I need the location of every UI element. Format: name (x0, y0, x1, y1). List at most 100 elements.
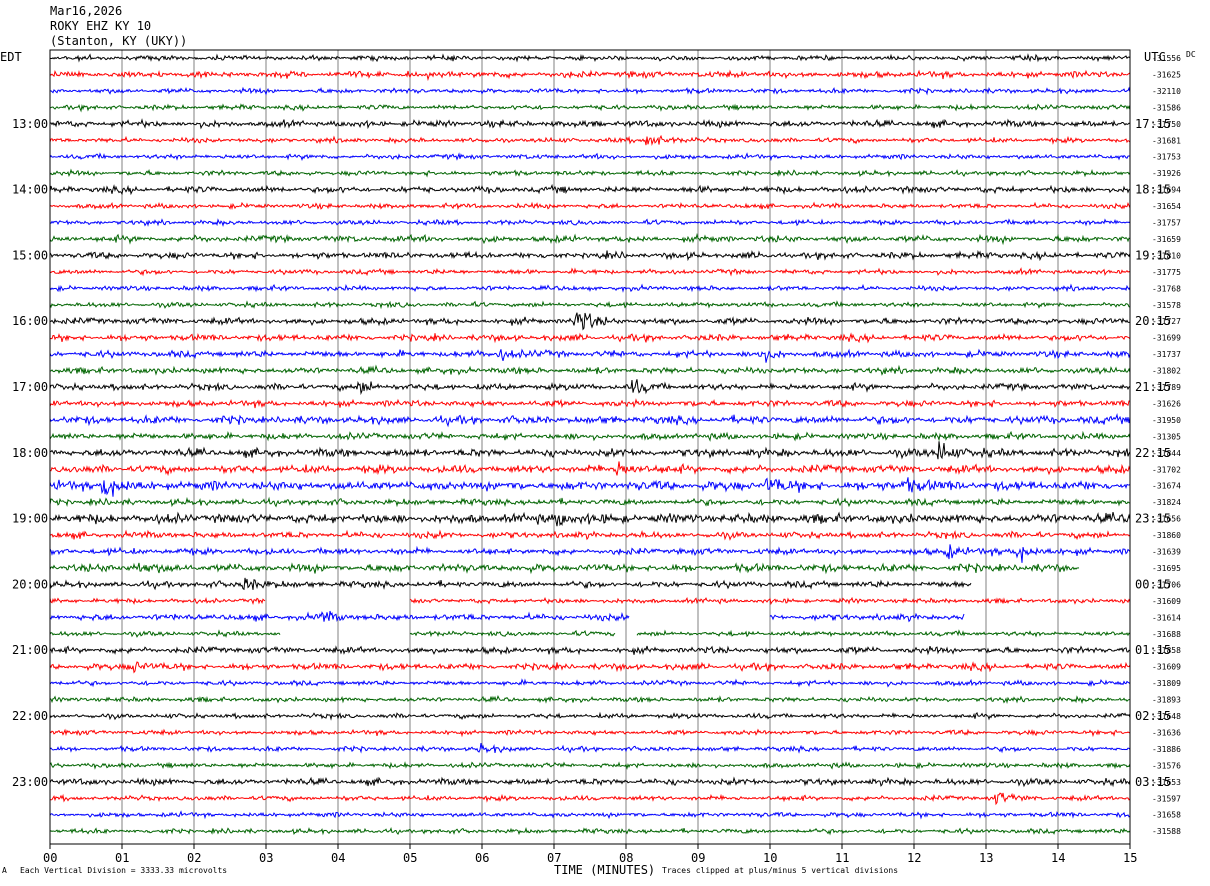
trace-row (49, 776, 1131, 788)
right-hour-label: 21:15 (1135, 380, 1171, 394)
x-tick-label: 02 (187, 851, 201, 865)
trace-row (49, 348, 1131, 363)
dc-offset-value: -31681 (1152, 136, 1181, 145)
trace-row (49, 267, 1131, 277)
trace-row (49, 743, 1131, 754)
trace-row (49, 629, 1131, 638)
x-tick-label: 09 (691, 851, 705, 865)
dc-offset-value: -31588 (1152, 827, 1181, 836)
trace-row (49, 168, 1131, 178)
trace-row (49, 118, 1131, 130)
dc-offset-value: -31658 (1152, 811, 1181, 820)
trace-row (49, 792, 1131, 806)
trace-row (49, 661, 1131, 674)
trace-row (49, 86, 1131, 96)
trace-row (49, 413, 1131, 428)
dc-offset-value: -31305 (1152, 432, 1181, 441)
x-axis-title: TIME (MINUTES) (554, 863, 655, 877)
dc-offset-value: -31858 (1152, 646, 1181, 655)
dc-offset-value: -31893 (1152, 696, 1181, 705)
right-timezone-label: UTC (1144, 50, 1166, 64)
trace-row (49, 761, 1131, 771)
dc-offset-value: -31609 (1152, 597, 1181, 606)
left-hour-label: 17:00 (12, 380, 48, 394)
trace-row (49, 562, 1080, 575)
dc-offset-value: -31706 (1152, 580, 1181, 589)
trace-row (49, 529, 1131, 541)
trace-row (49, 232, 1131, 246)
x-tick-label: 00 (43, 851, 57, 865)
scale-note: Each Vertical Division = 3333.33 microvo… (20, 866, 228, 875)
trace-row (49, 694, 1131, 705)
trace-row (49, 103, 1131, 113)
left-hour-label: 14:00 (12, 183, 48, 197)
dc-offset-value: -31659 (1152, 235, 1181, 244)
corner-mark: A (2, 866, 7, 875)
dc-offset-value: -31648 (1152, 712, 1181, 721)
dc-offset-value: -31626 (1152, 399, 1181, 408)
left-hour-label: 21:00 (12, 643, 48, 657)
x-tick-label: 13 (979, 851, 993, 865)
date-label: Mar16,2026 (50, 4, 123, 18)
trace-row (49, 461, 1131, 477)
trace-row (49, 332, 1131, 344)
right-hour-label: 23:15 (1135, 512, 1171, 526)
location-label: (Stanton, KY (UKY)) (50, 34, 188, 48)
x-tick-label: 07 (547, 851, 561, 865)
dc-offset-value: -31614 (1152, 613, 1181, 622)
dc-offset-value: -31639 (1152, 548, 1181, 557)
dc-offset-value: -31753 (1152, 153, 1181, 162)
dc-offset-value: -31926 (1152, 169, 1181, 178)
trace-row (49, 610, 965, 623)
station-label: ROKY EHZ KY 10 (50, 19, 152, 33)
dc-offset-value: -31625 (1152, 70, 1181, 79)
left-hour-label: 22:00 (12, 709, 48, 723)
seismogram-traces (49, 53, 1131, 836)
left-hour-label: 19:00 (12, 512, 48, 526)
trace-row (49, 379, 1131, 396)
dc-offset-value: -31750 (1152, 120, 1181, 129)
clip-note: Traces clipped at plus/minus 5 vertical … (662, 866, 899, 875)
dc-offset-value: -31860 (1152, 531, 1181, 540)
dc-offset-value: -31802 (1152, 367, 1181, 376)
axis-labels: 00 01 02 03 04 05 06 07 08 09 10 11 12 13 14 15 -31556 -3… (12, 54, 1181, 865)
trace-row (49, 810, 1131, 820)
trace-row (49, 728, 1131, 738)
trace-row (49, 312, 1131, 331)
trace-row (49, 364, 1131, 376)
trace-row (49, 496, 1131, 508)
dc-offset-value: -31653 (1152, 778, 1181, 787)
trace-row (49, 441, 1131, 460)
dc-offset-value: -32110 (1152, 87, 1181, 96)
dc-offset-value: -31688 (1152, 630, 1181, 639)
right-hour-label: 01:15 (1135, 643, 1171, 657)
dc-offset-value: -31844 (1152, 449, 1181, 458)
trace-row (49, 511, 1131, 527)
left-hour-label: 18:00 (12, 446, 48, 460)
dc-offset-value: -31636 (1152, 728, 1181, 737)
x-tick-label: 12 (907, 851, 921, 865)
x-tick-label: 08 (619, 851, 633, 865)
left-hour-label: 23:00 (12, 775, 48, 789)
left-hour-label: 16:00 (12, 314, 48, 328)
dc-offset-value: -31702 (1152, 465, 1181, 474)
left-hour-label: 13:00 (12, 117, 48, 131)
x-tick-label: 15 (1123, 851, 1137, 865)
dc-offset-value: -31950 (1152, 416, 1181, 425)
trace-row (49, 53, 1131, 63)
plot-frame (49, 49, 1131, 845)
dc-offset-value: -31824 (1152, 498, 1181, 507)
x-tick-label: 10 (763, 851, 777, 865)
left-timezone-label: EDT (0, 50, 22, 64)
dc-offset-value: -31656 (1152, 515, 1181, 524)
dc-offset-value: -31654 (1152, 202, 1181, 211)
dc-offset-value: -31597 (1152, 794, 1181, 803)
trace-row (49, 711, 1131, 721)
trace-row (49, 201, 1131, 211)
x-tick-label: 11 (835, 851, 849, 865)
dc-offset-value: -31810 (1152, 251, 1181, 260)
trace-row (49, 596, 1131, 606)
trace-row (49, 577, 972, 591)
trace-row (49, 477, 1131, 497)
